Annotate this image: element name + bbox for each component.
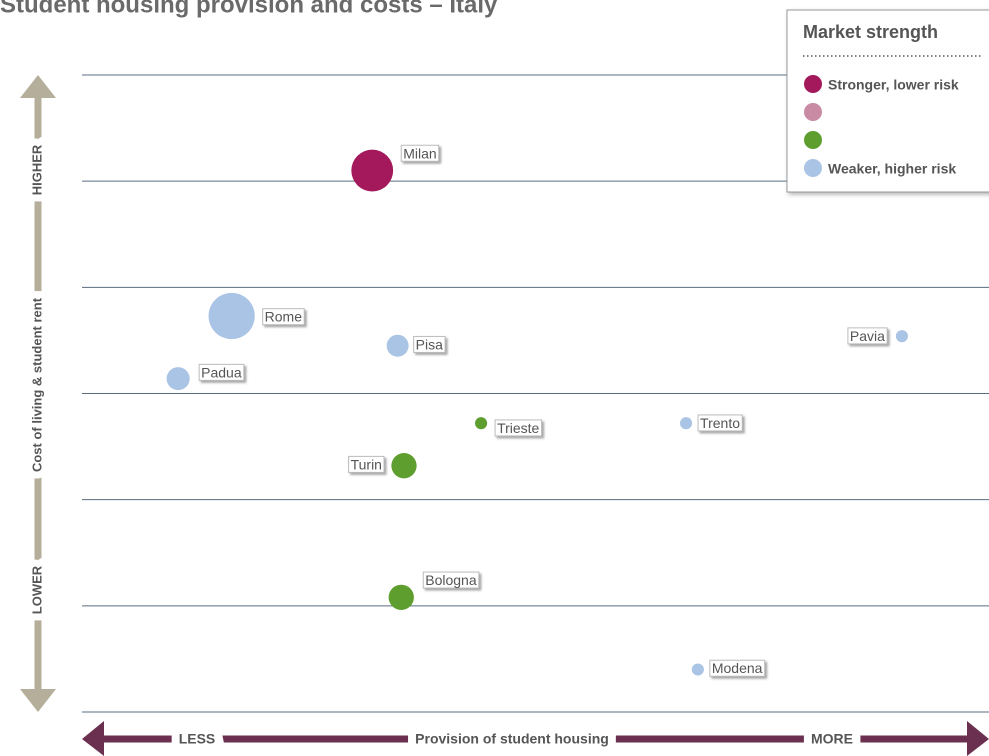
point-label-box xyxy=(413,335,446,353)
point-label-group: Pisa xyxy=(413,335,446,353)
x-axis-label: Provision of student housing xyxy=(415,731,609,747)
chart-title: Student housing provision and costs – It… xyxy=(0,0,498,18)
legend-box xyxy=(786,9,989,193)
bubble xyxy=(475,417,488,430)
point-label-box xyxy=(709,659,766,677)
bubble xyxy=(166,367,190,391)
point-label-box xyxy=(697,414,743,432)
point-label: Pavia xyxy=(850,328,885,344)
bubble xyxy=(351,149,394,192)
point-label-box xyxy=(494,419,543,437)
point-label-box xyxy=(422,571,480,589)
point-label-box xyxy=(400,144,440,162)
point-label: Turin xyxy=(351,456,382,472)
point-label: Trieste xyxy=(497,420,539,436)
bubble xyxy=(208,292,255,340)
y-low-label: LOWER xyxy=(29,565,44,614)
point-label: Trento xyxy=(700,415,740,431)
bubble xyxy=(388,584,414,610)
bubble xyxy=(391,453,417,479)
y-arrow-head xyxy=(20,689,56,712)
point-label-group: Trento xyxy=(697,414,743,432)
bubble xyxy=(895,330,908,343)
points: Milan Trieste Turin Bologna Rome Pisa Padua Pav… xyxy=(166,144,908,677)
point-label-group: Rome xyxy=(262,308,305,326)
point-label-group: Trieste xyxy=(494,419,543,437)
legend: Market strength Stronger, lower risk Weak… xyxy=(786,9,989,193)
point-label: Milan xyxy=(403,145,436,161)
legend-label: Weaker, higher risk xyxy=(828,161,956,177)
y-arrow-head xyxy=(20,75,56,98)
point-label-box xyxy=(847,327,888,345)
point-label-group: Turin xyxy=(348,455,385,473)
legend-swatch xyxy=(804,159,822,177)
point-label: Rome xyxy=(265,309,303,325)
legend-title: Market strength xyxy=(803,22,938,42)
point-label: Pisa xyxy=(416,336,443,352)
bubble xyxy=(386,334,409,357)
legend-swatch xyxy=(804,75,822,93)
point-label-group: Padua xyxy=(198,363,245,381)
x-low-label: LESS xyxy=(179,731,216,747)
legend-label: Stronger, lower risk xyxy=(828,77,959,93)
y-high-label: HIGHER xyxy=(29,144,44,195)
legend-swatch xyxy=(804,131,822,149)
point-label: Modena xyxy=(712,660,763,676)
point-label-box xyxy=(348,455,385,473)
point-label-group: Milan xyxy=(400,144,440,162)
legend-swatch xyxy=(804,103,822,121)
x-high-label: MORE xyxy=(811,731,853,747)
point-label-box xyxy=(198,363,245,381)
bubble xyxy=(680,417,693,430)
x-arrow-head xyxy=(82,721,104,756)
point-label: Padua xyxy=(201,364,242,380)
point-label-group: Pavia xyxy=(847,327,888,345)
point-label: Bologna xyxy=(425,572,477,588)
point-label-group: Modena xyxy=(709,659,766,677)
y-axis-label: Cost of living & student rent xyxy=(29,297,44,472)
point-label-group: Bologna xyxy=(422,571,480,589)
point-label-box xyxy=(262,308,305,326)
grid xyxy=(82,74,989,713)
x-arrow-head xyxy=(967,721,989,756)
bubble xyxy=(691,663,704,676)
